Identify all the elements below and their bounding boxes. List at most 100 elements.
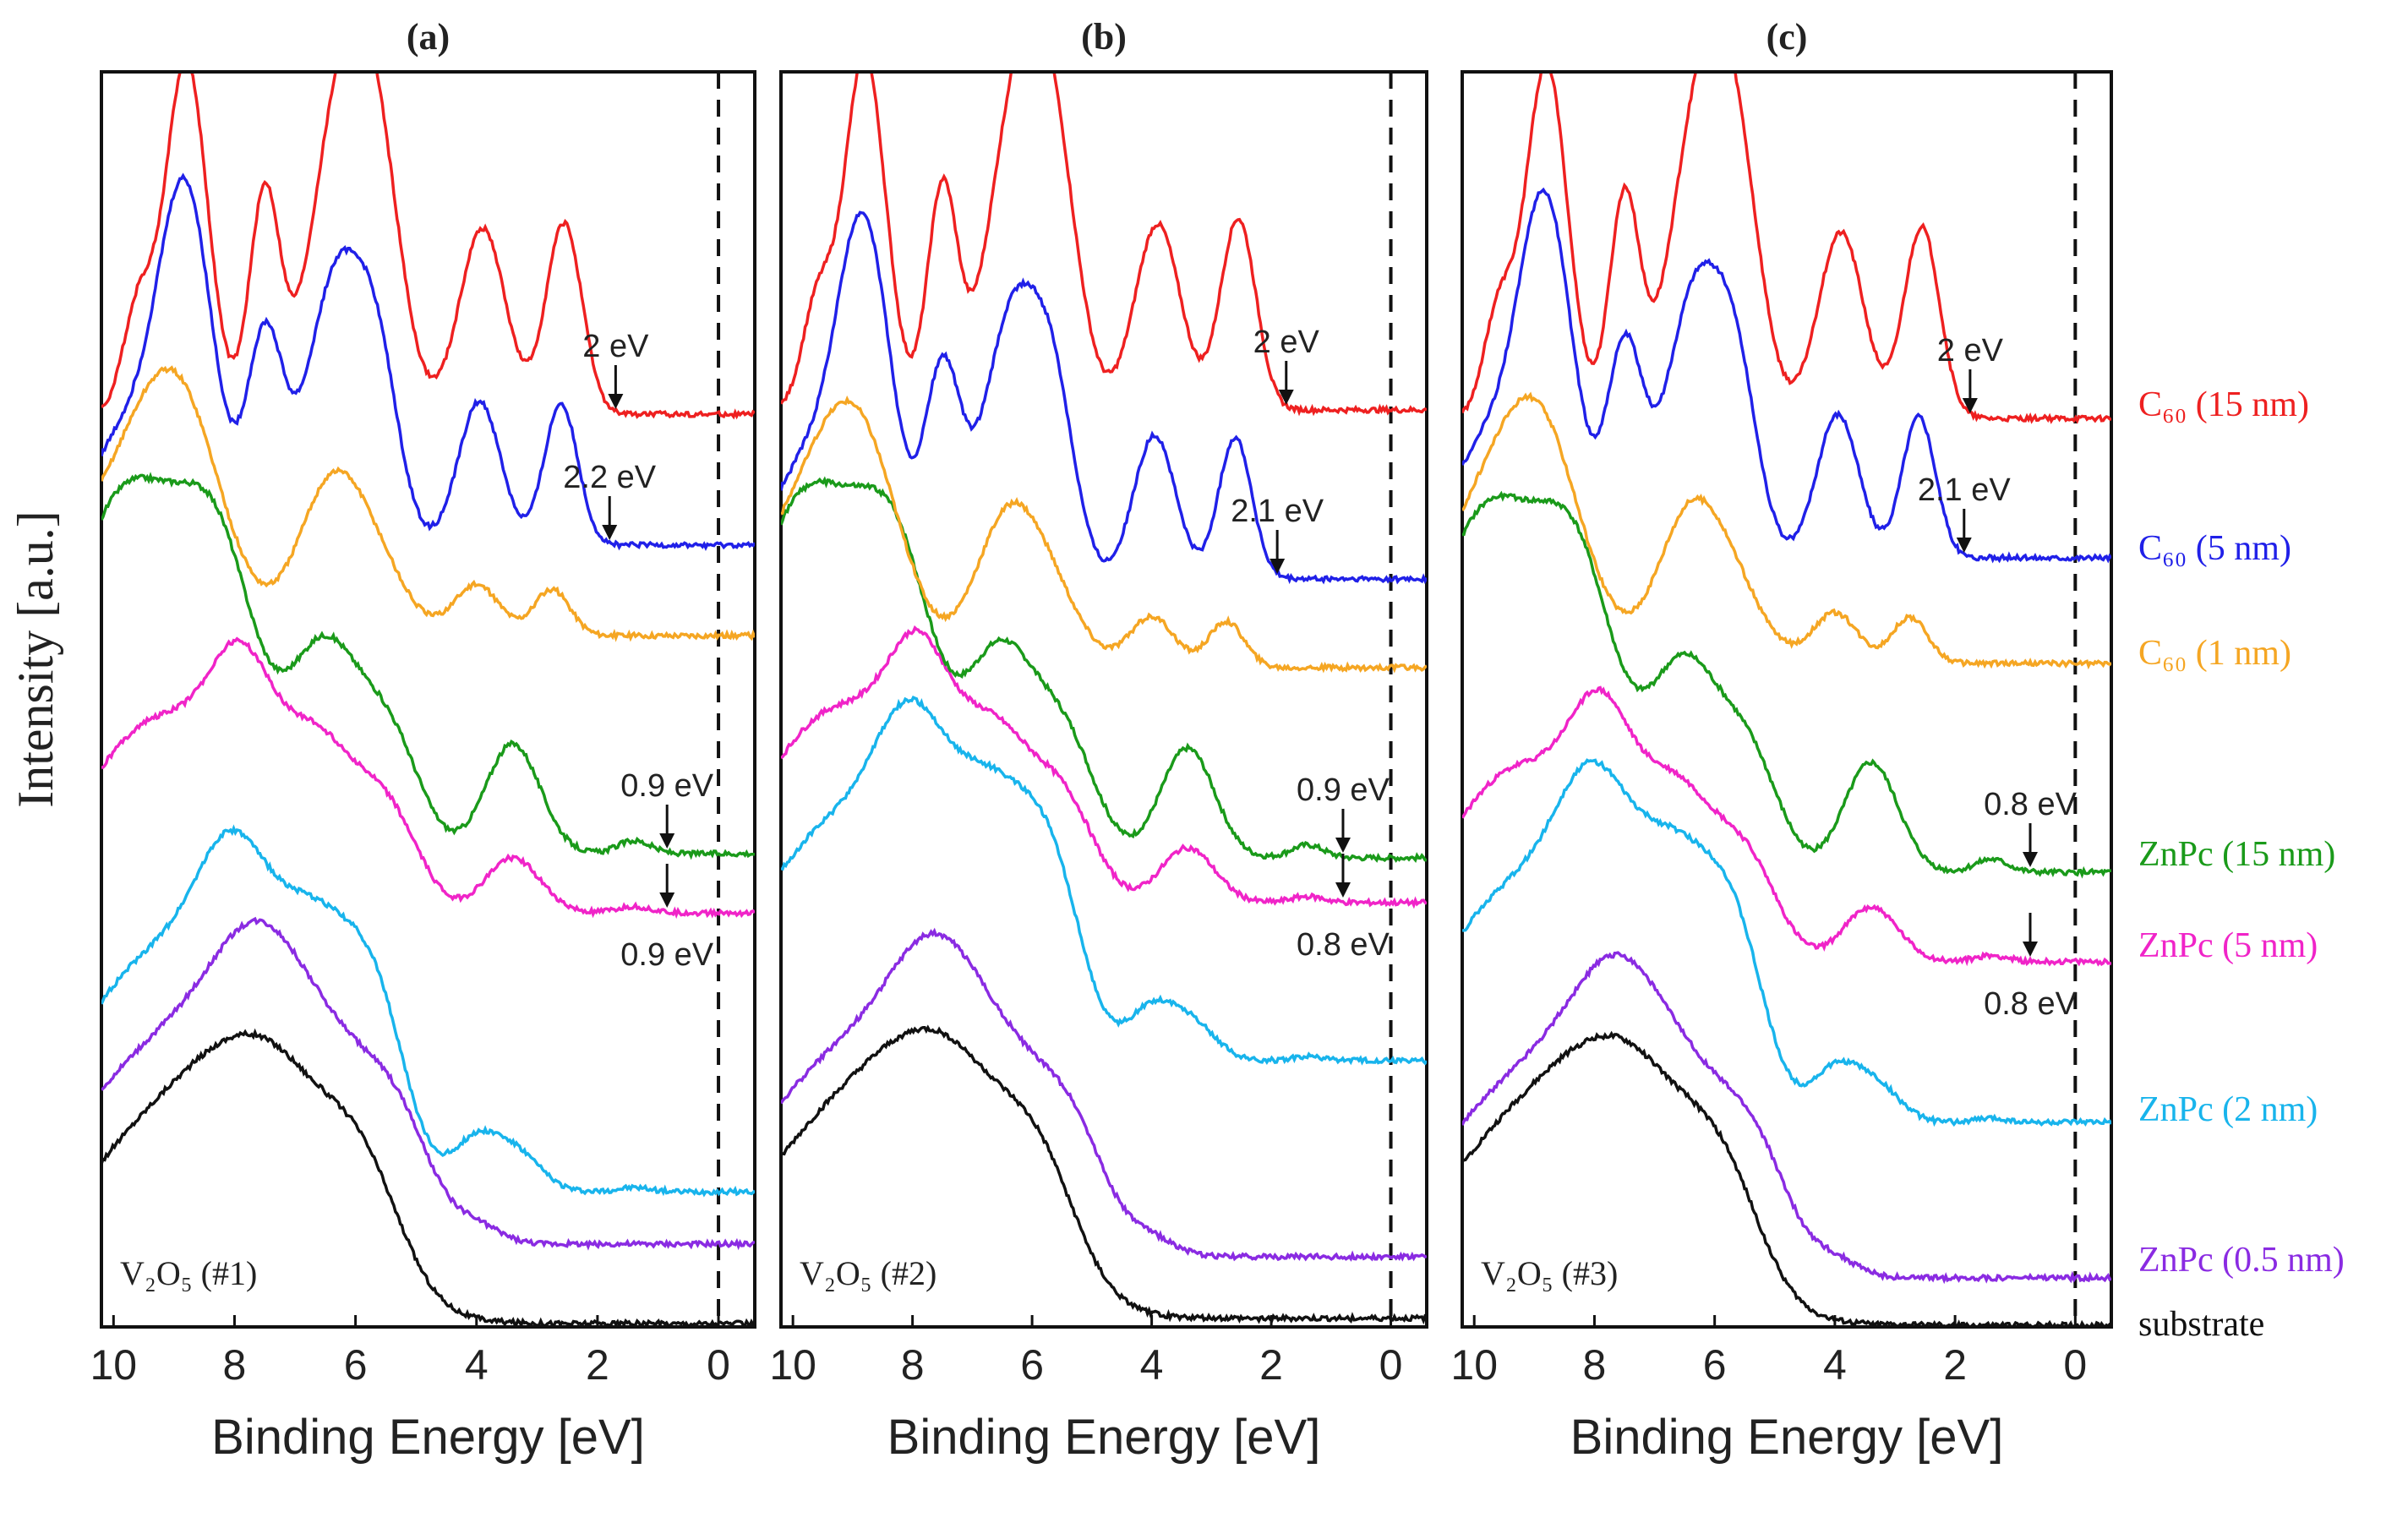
series-znpc_15: [101, 472, 755, 860]
annotation-label: 0.9 eV: [620, 768, 714, 804]
series-substrate: [1462, 1030, 2111, 1325]
annotation-4: 0.9 eV: [620, 864, 714, 973]
series-c60_5: [781, 210, 1427, 585]
arrow-head: [1956, 538, 1972, 553]
legend-c60_5: C₆₀ (5 nm): [2138, 529, 2291, 568]
panel-2: (b) 2 eV 2.1 eV 0.9 eV 0.8 eV V₂O₅ (#2) 10 8 6 4 2…: [769, 16, 1428, 1465]
legend-znpc_05: ZnPc (0.5 nm): [2138, 1241, 2345, 1280]
series-c60_5: [1462, 187, 2111, 564]
arrow-head: [2023, 852, 2038, 867]
annotation-1: 2 eV: [1253, 325, 1320, 405]
annotation-label: 2 eV: [582, 329, 649, 364]
x-tick-label: 6: [344, 1341, 368, 1389]
arrow-head: [659, 833, 675, 849]
series-znpc_5: [781, 625, 1427, 909]
annotation-label: 2 eV: [1937, 333, 2004, 368]
series-substrate: [781, 1024, 1427, 1325]
spectra: [781, 74, 1427, 1325]
arrow-head: [602, 525, 618, 540]
arrow-head: [1270, 559, 1286, 574]
series-substrate: [101, 1028, 755, 1325]
legend-c60_15: C₆₀ (15 nm): [2138, 385, 2309, 424]
annotation-3: 0.9 eV: [1297, 772, 1390, 853]
spectra: [1462, 74, 2111, 1325]
spectra: [101, 74, 755, 1325]
series-c60_1: [1462, 391, 2111, 670]
series-c60_1: [101, 365, 755, 642]
panel-frame: [1461, 70, 2113, 1329]
arrow-head: [1962, 398, 1978, 413]
legend-znpc_5: ZnPc (5 nm): [2138, 926, 2318, 965]
panel-3: (c) 2 eV 2.1 eV 0.8 eV 0.8 eV V₂O₅ (#3) 10 8 6 4 2…: [1450, 16, 2113, 1465]
panel-frame: [779, 70, 1428, 1329]
annotation-2: 2.2 eV: [563, 460, 657, 540]
panels: (a) 2 eV 2.2 eV 0.9 eV 0.9 eV V₂O₅ (#1) 10 8 6 4 2…: [90, 16, 2113, 1465]
x-tick-label: 8: [1583, 1341, 1607, 1389]
annotation-label: 2 eV: [1253, 325, 1320, 360]
x-axis-label: Binding Energy [eV]: [1570, 1410, 2004, 1465]
legend-znpc_2: ZnPc (2 nm): [2138, 1090, 2318, 1129]
legend-c60_1: C₆₀ (1 nm): [2138, 634, 2291, 673]
x-tick-label: 10: [769, 1341, 816, 1389]
series-znpc_2: [1462, 758, 2111, 1127]
annotation-label: 2.1 eV: [1918, 472, 2012, 508]
x-tick-label: 0: [1379, 1341, 1403, 1389]
x-tick-label: 2: [1943, 1341, 1967, 1389]
annotation-label: 0.9 eV: [620, 937, 714, 973]
annotation-2: 2.1 eV: [1918, 472, 2012, 553]
annotation-4: 0.8 eV: [1984, 913, 2078, 1022]
annotation-2: 2.1 eV: [1231, 494, 1324, 574]
series-znpc_5: [1462, 685, 2111, 967]
panel-title: (b): [1081, 16, 1127, 57]
annotation-3: 0.8 eV: [1984, 787, 2078, 867]
x-tick-label: 6: [1020, 1341, 1044, 1389]
panel-1: (a) 2 eV 2.2 eV 0.9 eV 0.9 eV V₂O₅ (#1) 10 8 6 4 2…: [90, 16, 756, 1465]
panel-title: (c): [1766, 16, 1808, 57]
series-znpc_2: [101, 824, 755, 1198]
x-tick-label: 10: [90, 1341, 138, 1389]
x-tick-label: 0: [2063, 1341, 2087, 1389]
series-znpc_05: [781, 927, 1427, 1262]
x-tick-label: 6: [1703, 1341, 1727, 1389]
x-tick-label: 4: [465, 1341, 489, 1389]
annotation-label: 2.2 eV: [563, 460, 657, 495]
legend-znpc_15: ZnPc (15 nm): [2138, 835, 2335, 874]
x-tick-label: 8: [901, 1341, 925, 1389]
series-c60_15: [101, 74, 755, 420]
x-axis-label: Binding Energy [eV]: [211, 1410, 645, 1465]
series-znpc_05: [101, 916, 755, 1251]
x-tick-label: 8: [223, 1341, 247, 1389]
annotation-4: 0.8 eV: [1297, 854, 1390, 963]
legend: C₆₀ (15 nm) C₆₀ (5 nm) C₆₀ (1 nm) ZnPc (15 …: [2138, 385, 2345, 1344]
x-tick-label: 10: [1450, 1341, 1498, 1389]
x-tick-label: 0: [707, 1341, 730, 1389]
annotation-1: 2 eV: [1937, 333, 2004, 413]
y-axis-label: Intensity [a.u.]: [8, 510, 63, 808]
x-tick-label: 2: [1259, 1341, 1283, 1389]
series-znpc_2: [781, 696, 1427, 1066]
series-c60_1: [781, 395, 1427, 674]
annotation-3: 0.9 eV: [620, 768, 714, 849]
legend-substrate: substrate: [2138, 1305, 2264, 1344]
x-tick-label: 4: [1140, 1341, 1164, 1389]
annotation-label: 0.8 eV: [1984, 986, 2078, 1022]
annotation-label: 0.9 eV: [1297, 772, 1390, 808]
series-znpc_15: [1462, 490, 2111, 879]
x-axis-label: Binding Energy [eV]: [887, 1410, 1321, 1465]
x-tick-label: 4: [1823, 1341, 1847, 1389]
series-znpc_5: [101, 636, 755, 920]
panel-title: (a): [407, 16, 450, 57]
annotation-label: 0.8 eV: [1297, 927, 1390, 963]
arrow-head: [608, 394, 624, 409]
sample-label: V₂O₅ (#2): [800, 1254, 936, 1292]
annotation-label: 0.8 eV: [1984, 787, 2078, 822]
series-znpc_15: [781, 476, 1427, 864]
x-tick-label: 2: [586, 1341, 609, 1389]
series-c60_15: [1462, 74, 2111, 424]
series-znpc_05: [1462, 951, 2111, 1285]
sample-label: V₂O₅ (#1): [120, 1254, 257, 1292]
panel-frame: [100, 70, 756, 1329]
arrow-head: [1278, 390, 1294, 405]
annotation-label: 2.1 eV: [1231, 494, 1324, 529]
